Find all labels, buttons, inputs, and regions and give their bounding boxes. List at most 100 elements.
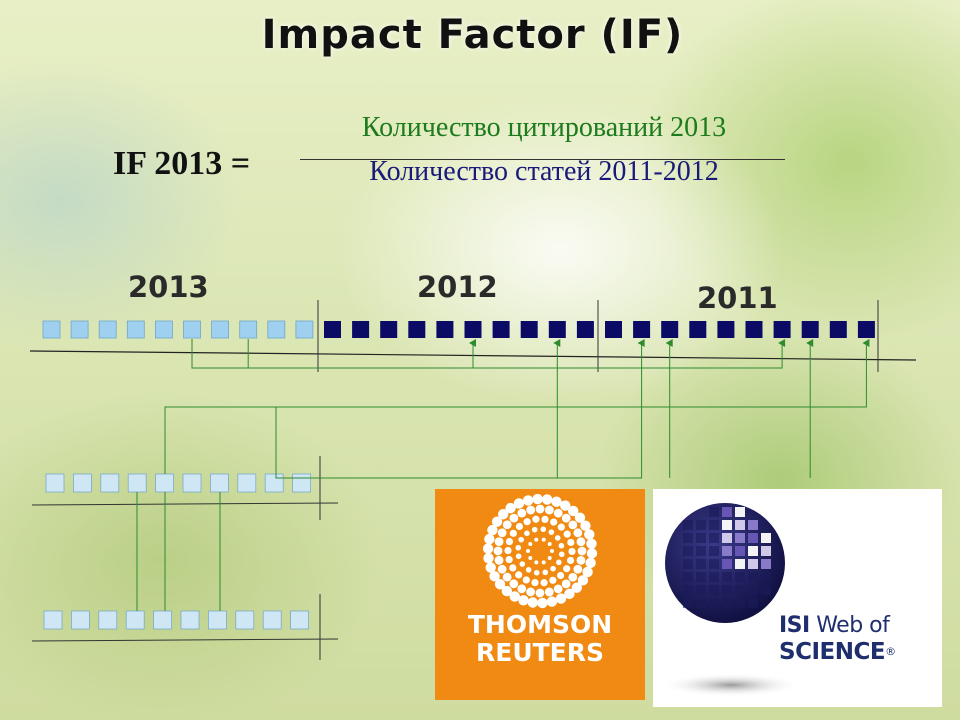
tr-dot xyxy=(483,553,494,564)
globe-tile xyxy=(722,520,732,530)
tr-dot xyxy=(568,520,578,530)
tr-dot xyxy=(502,572,512,582)
tr-dot xyxy=(544,505,554,515)
globe-tile xyxy=(709,572,719,582)
globe-tile xyxy=(748,520,758,530)
tr-dot xyxy=(535,504,545,514)
tr-dot xyxy=(526,587,536,597)
globe-tile xyxy=(696,520,706,530)
article-box-2013 xyxy=(98,320,117,339)
tr-dot xyxy=(561,513,571,523)
tr-dot xyxy=(482,543,494,554)
tr-dot xyxy=(532,515,540,523)
globe-tile xyxy=(722,598,732,608)
globe-tile xyxy=(748,533,758,543)
journal-box-row2 xyxy=(71,610,90,630)
tr-dot xyxy=(525,567,532,573)
article-box-2013 xyxy=(267,320,286,339)
slide-title: Impact Factor (IF) xyxy=(261,12,684,58)
tr-dot xyxy=(550,565,556,572)
tr-dot xyxy=(560,500,571,511)
article-box-2011-2012 xyxy=(352,321,370,338)
tr-dot xyxy=(533,569,540,576)
globe-tile xyxy=(722,533,732,543)
globe-tile xyxy=(696,598,706,608)
globe-tile xyxy=(683,533,693,543)
tr-dot xyxy=(528,556,533,561)
tr-dot xyxy=(586,538,597,549)
globe-tile xyxy=(683,559,693,569)
journal-box-row2 xyxy=(125,610,145,630)
thomson-reuters-logo: THOMSON REUTERS xyxy=(435,489,645,700)
article-box-2011-2012 xyxy=(633,321,651,338)
tr-dot xyxy=(522,576,530,584)
tr-dot xyxy=(573,564,583,574)
journal-box-row2 xyxy=(262,610,282,630)
article-box-2011-2012 xyxy=(520,321,538,338)
tr-dot xyxy=(531,526,538,533)
tr-dot xyxy=(537,597,548,609)
tr-dot xyxy=(494,555,504,565)
globe-tile xyxy=(735,585,745,595)
tr-dot xyxy=(550,518,558,526)
article-box-2011-2012 xyxy=(436,321,454,338)
globe-tile xyxy=(709,507,719,517)
globe-tile xyxy=(735,533,745,543)
article-box-2011-2012 xyxy=(801,321,819,338)
globe-tile xyxy=(683,520,693,530)
globe-tile xyxy=(722,546,732,556)
tr-dot xyxy=(568,547,576,556)
article-box-2011-2012 xyxy=(605,321,622,338)
tr-dot xyxy=(534,560,539,565)
tr-dot xyxy=(509,579,519,589)
year-label-2013: 2013 xyxy=(128,270,209,304)
formula-lhs: IF 2013 = xyxy=(113,145,251,182)
tr-dot xyxy=(517,584,527,594)
tr-dot xyxy=(548,529,555,535)
tr-dot xyxy=(576,555,586,565)
globe-tile xyxy=(709,546,719,556)
globe-tile xyxy=(722,572,732,582)
globe-tile xyxy=(735,559,745,569)
tr-dot xyxy=(577,546,587,556)
tr-dot xyxy=(546,596,558,607)
tr-dot xyxy=(515,522,523,531)
article-box-2011-2012 xyxy=(408,321,426,338)
tr-dot xyxy=(513,498,525,509)
tr-dot xyxy=(534,537,539,542)
isi-word: ISI xyxy=(779,613,810,638)
formula-denominator: Количество статей 2011-2012 xyxy=(369,156,719,187)
article-box-2013 xyxy=(183,320,201,339)
tr-dot xyxy=(532,493,543,505)
thomson-line: THOMSON xyxy=(467,610,613,639)
tr-dot xyxy=(489,571,500,582)
journal-box-row2 xyxy=(290,610,310,630)
article-box-2011-2012 xyxy=(661,321,679,338)
journal-box-row1 xyxy=(237,473,257,493)
globe-tile xyxy=(683,572,693,582)
tr-dot xyxy=(563,565,571,573)
globe-tile xyxy=(696,533,706,543)
article-box-2011-2012 xyxy=(324,321,341,338)
citation-link xyxy=(191,339,786,369)
globe-tile xyxy=(735,546,745,556)
article-box-2013 xyxy=(239,320,258,339)
journal-box-row1 xyxy=(155,473,175,493)
globe-tile xyxy=(722,507,732,517)
tr-dot xyxy=(554,535,561,541)
tr-dot xyxy=(505,555,513,564)
tr-dot xyxy=(564,588,575,600)
tr-dot xyxy=(540,526,547,533)
journal-box-row2 xyxy=(207,610,227,630)
tr-dot xyxy=(563,530,571,538)
journal-box-row1 xyxy=(45,473,65,493)
formula-numerator: Количество цитирований 2013 xyxy=(361,112,727,143)
tr-dot xyxy=(504,546,512,555)
tr-dot xyxy=(550,549,554,553)
globe-tile xyxy=(761,533,771,543)
tr-dot xyxy=(509,591,520,602)
tr-dot xyxy=(505,502,516,514)
globe-tile xyxy=(735,507,745,517)
tr-dot xyxy=(493,546,503,556)
tr-dot xyxy=(535,588,545,598)
